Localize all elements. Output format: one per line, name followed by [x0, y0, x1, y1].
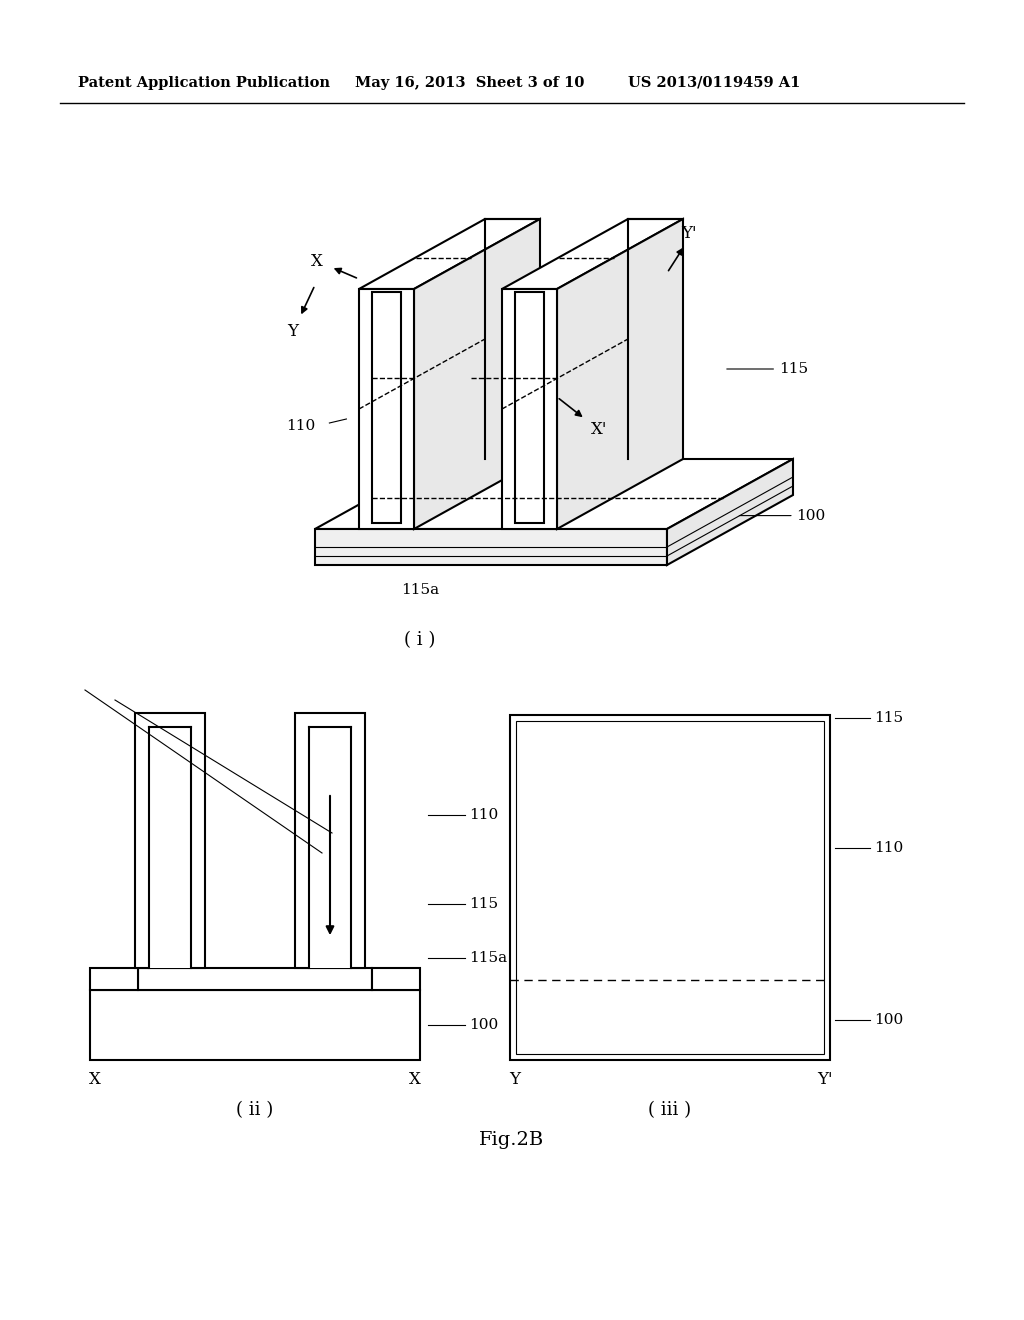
Polygon shape [372, 292, 400, 523]
Polygon shape [414, 219, 540, 529]
Text: 115: 115 [727, 362, 808, 376]
Bar [309, 727, 351, 968]
Text: ( iii ): ( iii ) [648, 1101, 691, 1119]
Text: X: X [89, 1072, 101, 1089]
Text: Y': Y' [817, 1072, 833, 1089]
Bar [295, 713, 365, 968]
Polygon shape [315, 529, 667, 565]
Polygon shape [667, 459, 793, 565]
Bar [150, 727, 191, 968]
Text: 115: 115 [469, 898, 498, 911]
Text: Y: Y [510, 1072, 520, 1089]
Text: 110: 110 [287, 418, 315, 433]
Bar [372, 968, 420, 990]
Text: 115a: 115a [469, 950, 507, 965]
Text: 110: 110 [874, 841, 903, 854]
Bar [90, 968, 138, 990]
Text: Y: Y [288, 322, 299, 339]
Bar [90, 990, 420, 1060]
Polygon shape [502, 219, 683, 289]
Text: ( ii ): ( ii ) [237, 1101, 273, 1119]
Text: Fig.2B: Fig.2B [479, 1131, 545, 1148]
Text: X': X' [591, 421, 607, 437]
Text: 100: 100 [874, 1012, 903, 1027]
Polygon shape [359, 289, 414, 529]
Bar [135, 713, 205, 968]
Polygon shape [315, 459, 793, 529]
Text: 110: 110 [469, 808, 499, 822]
Text: ( i ): ( i ) [404, 631, 435, 649]
Text: Y': Y' [681, 224, 696, 242]
Text: 115: 115 [874, 711, 903, 725]
Text: X: X [311, 252, 323, 269]
Polygon shape [359, 219, 540, 289]
Polygon shape [515, 292, 544, 523]
Polygon shape [502, 289, 557, 529]
Polygon shape [557, 219, 683, 529]
Text: 100: 100 [469, 1018, 499, 1032]
Text: Patent Application Publication: Patent Application Publication [78, 77, 330, 90]
Text: 100: 100 [739, 508, 825, 523]
Text: May 16, 2013  Sheet 3 of 10: May 16, 2013 Sheet 3 of 10 [355, 77, 585, 90]
Bar [510, 715, 830, 1060]
Text: US 2013/0119459 A1: US 2013/0119459 A1 [628, 77, 801, 90]
Text: 115a: 115a [401, 583, 439, 597]
Bar [516, 721, 824, 1053]
Text: X: X [409, 1072, 421, 1089]
Bar [138, 968, 372, 990]
